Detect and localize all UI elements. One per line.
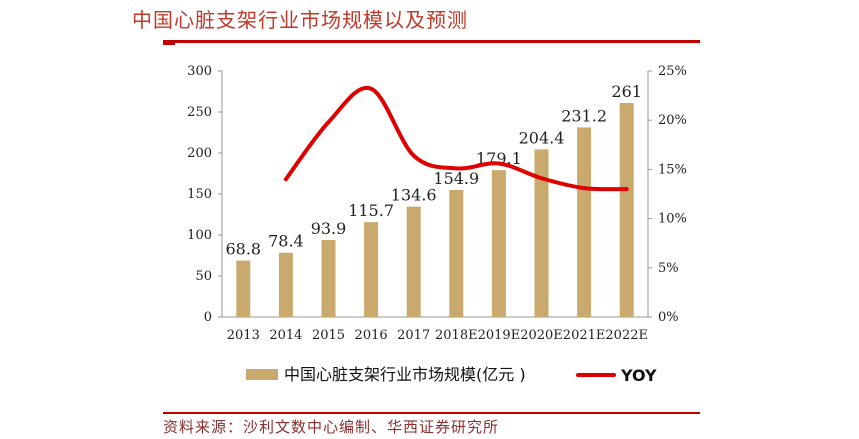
x-axis-tick-label: 2014 — [269, 328, 302, 343]
right-axis-tick-label: 20% — [658, 113, 687, 128]
bar — [364, 222, 379, 317]
x-axis-tick-label: 2016 — [355, 328, 388, 343]
right-axis-tick-label: 10% — [658, 212, 687, 227]
x-axis-tick-label: 2020E — [520, 328, 563, 343]
right-axis-tick-label: 5% — [658, 261, 679, 276]
bar-data-label: 204.4 — [519, 128, 565, 147]
legend-bar-swatch — [246, 369, 278, 380]
yoy-line — [283, 85, 629, 192]
bar — [577, 127, 592, 317]
title-rule — [163, 40, 700, 43]
title-rule-stub — [163, 42, 175, 45]
bar-data-label: 78.4 — [268, 232, 304, 251]
bar-data-label: 261 — [611, 82, 642, 101]
bar-data-label: 134.6 — [391, 186, 437, 205]
x-axis-tick-label: 2015 — [312, 328, 345, 343]
bar-data-label: 93.9 — [311, 219, 347, 238]
bar — [406, 206, 421, 317]
right-axis-tick-label: 25% — [658, 64, 687, 79]
source-note: 资料来源：沙利文数中心编制、华西证券研究所 — [163, 418, 500, 436]
source-rule — [163, 412, 700, 414]
bar-data-label: 154.9 — [433, 169, 479, 188]
right-axis-tick-label: 15% — [658, 162, 687, 177]
bar-data-label: 231.2 — [561, 106, 607, 125]
chart-title: 中国心脏支架行业市场规模以及预测 — [132, 8, 468, 32]
bar — [619, 102, 634, 317]
x-axis-tick-label: 2022E — [605, 328, 648, 343]
bar — [534, 149, 549, 317]
right-axis-tick-label: 0% — [658, 310, 679, 325]
legend-line-label: YOY — [620, 366, 657, 385]
left-axis-tick-label: 50 — [195, 269, 212, 284]
x-axis-tick-label: 2021E — [563, 328, 606, 343]
x-axis-tick-label: 2019E — [478, 328, 521, 343]
left-axis-tick-label: 0 — [204, 310, 212, 325]
left-axis-tick-label: 100 — [187, 228, 212, 243]
left-axis-tick-label: 300 — [187, 64, 212, 79]
bar — [321, 240, 336, 317]
left-axis-tick-label: 150 — [187, 187, 212, 202]
x-axis-tick-label: 2018E — [435, 328, 478, 343]
bar-data-label: 115.7 — [348, 201, 394, 220]
bar — [278, 252, 293, 317]
legend-bar-label: 中国心脏支架行业市场规模(亿元 ) — [284, 365, 526, 384]
bar — [491, 170, 506, 317]
bar-data-label: 68.8 — [225, 240, 261, 259]
left-axis-tick-label: 200 — [187, 146, 212, 161]
bar — [449, 189, 464, 317]
bar — [236, 260, 251, 317]
x-axis-tick-label: 2013 — [227, 328, 260, 343]
left-axis-tick-label: 250 — [187, 105, 212, 120]
x-axis-tick-label: 2017 — [397, 328, 430, 343]
